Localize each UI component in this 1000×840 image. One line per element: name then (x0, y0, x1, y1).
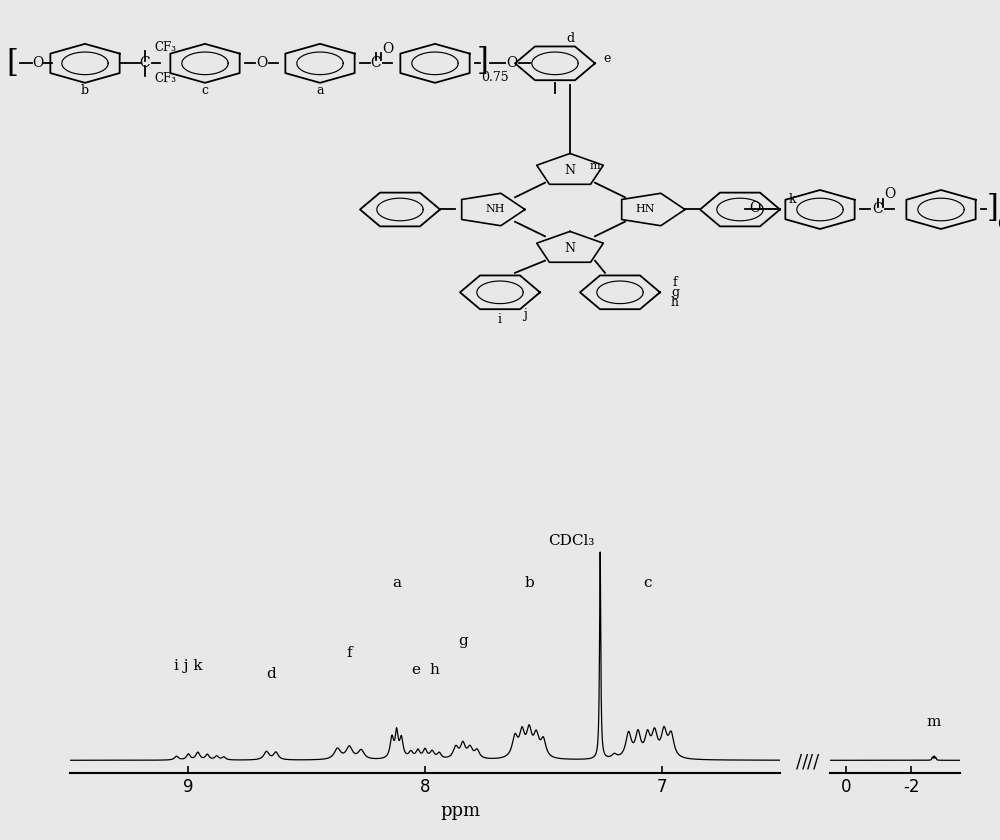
Text: ppm: ppm (440, 801, 480, 820)
Text: O: O (506, 56, 518, 71)
Text: d: d (566, 33, 574, 45)
Text: m: m (927, 715, 941, 729)
Text: O: O (32, 56, 44, 71)
Text: O: O (382, 42, 394, 55)
Text: //: // (796, 753, 808, 771)
Text: C: C (140, 56, 150, 71)
Text: c: c (202, 84, 208, 97)
Text: N: N (564, 242, 576, 255)
Text: O: O (256, 56, 268, 71)
Text: O: O (884, 187, 896, 201)
Text: C: C (371, 56, 381, 71)
Text: NH: NH (485, 204, 505, 214)
Text: e: e (411, 663, 420, 677)
Text: g: g (458, 634, 468, 648)
Text: ]: ] (987, 192, 999, 223)
Text: b: b (524, 575, 534, 590)
Text: h: h (671, 296, 679, 308)
Text: ]: ] (477, 46, 489, 77)
Text: 0.75: 0.75 (481, 71, 509, 85)
Text: N: N (564, 164, 576, 177)
Text: j: j (523, 307, 527, 321)
Text: m: m (590, 160, 600, 171)
Text: i: i (498, 312, 502, 326)
Text: e: e (603, 52, 611, 65)
Text: k: k (788, 193, 796, 207)
Text: b: b (81, 84, 89, 97)
Text: f: f (673, 276, 677, 289)
Text: a: a (392, 575, 401, 590)
Text: c: c (643, 575, 652, 590)
Text: CDCl₃: CDCl₃ (549, 534, 595, 548)
Text: CF₃: CF₃ (154, 72, 176, 86)
Text: CF₃: CF₃ (154, 41, 176, 55)
Text: i j k: i j k (174, 659, 203, 673)
Text: d: d (266, 667, 276, 681)
Text: //: // (807, 753, 819, 771)
Text: C: C (873, 202, 883, 217)
Text: 0.25: 0.25 (997, 218, 1000, 231)
Text: a: a (316, 84, 324, 97)
Text: [: [ (6, 48, 18, 79)
Text: HN: HN (635, 204, 655, 214)
Text: h: h (430, 663, 439, 677)
Text: O: O (749, 201, 761, 215)
Text: g: g (671, 286, 679, 299)
Text: f: f (346, 646, 352, 660)
